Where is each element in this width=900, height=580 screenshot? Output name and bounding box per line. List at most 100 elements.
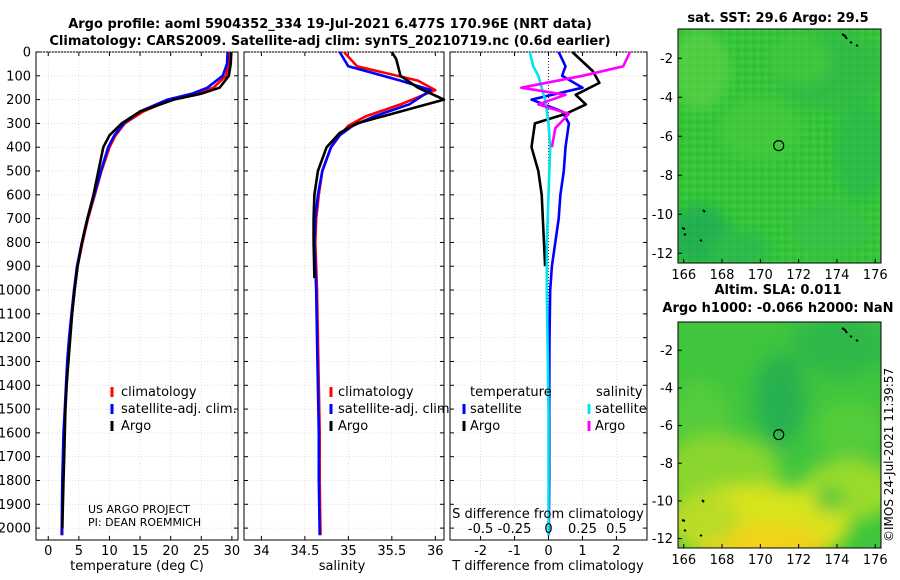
legend-argo-label: Argo xyxy=(121,419,151,434)
legend-temperature-title: temperature xyxy=(470,385,552,400)
t-difference-label: T difference from climatology xyxy=(451,559,644,574)
map-y-tick-label: -6 xyxy=(660,130,673,145)
sst-yticks: -2 -4 -6 -8 -10 -12 xyxy=(652,52,682,262)
series-line-temperature-satellite xyxy=(530,51,584,536)
legend-sal-satellite-label: satellite xyxy=(595,402,647,417)
map-y-tick-label: -10 xyxy=(652,494,673,509)
legend-satellite-label: satellite-adj. clim. xyxy=(338,402,454,417)
map-x-tick-label: 176 xyxy=(863,553,888,568)
altimetry-map-frame xyxy=(677,321,882,549)
legend-temp-argo-label: Argo xyxy=(470,419,500,434)
depth-tick-label: 1100 xyxy=(0,307,31,322)
map-y-tick-label: -10 xyxy=(652,208,673,223)
map-x-tick-label: 174 xyxy=(825,553,850,568)
x-tick-label: 36 xyxy=(427,544,444,559)
s-difference-tick-label: 0 xyxy=(544,522,552,537)
depth-tick-label: 0 xyxy=(23,46,31,61)
temperature-xlabel: temperature (deg C) xyxy=(70,559,204,574)
series-line-salinity-satellite xyxy=(528,51,552,536)
sst-xticks: 166 168 170 172 174 176 xyxy=(671,259,888,283)
x-tick-label: -2 xyxy=(474,544,487,559)
depth-tick-label: 700 xyxy=(6,212,31,227)
altimetry-xticks: 166 168 170 172 174 176 xyxy=(671,544,888,568)
depth-tick-label: 1300 xyxy=(0,355,31,370)
temperature-panel: 0100200300400500600700800900100011001200… xyxy=(0,46,240,575)
legend-climatology-label: climatology xyxy=(338,385,414,400)
altimetry-map-panel: Altim. SLA: 0.011 Argo h1000: -0.066 h20… xyxy=(652,283,894,568)
map-y-tick-label: -6 xyxy=(660,419,673,434)
salinity-axes-frame xyxy=(243,51,445,541)
legend-temp-satellite-label: satellite xyxy=(470,402,522,417)
sst-map-title: sat. SST: 29.6 Argo: 29.5 xyxy=(687,11,868,26)
map-x-tick-label: 172 xyxy=(786,553,811,568)
sst-map-panel: sat. SST: 29.6 Argo: 29.5 -2 -4 -6 -8 -10 -12… xyxy=(652,11,888,283)
difference-legend-salinity: salinity satellite Argo xyxy=(587,385,647,434)
series-line-salinity-argo xyxy=(519,51,632,148)
salinity-legend: climatology satellite-adj. clim. Argo xyxy=(329,385,454,434)
sst-heatmap xyxy=(678,29,881,263)
depth-tick-label: 1500 xyxy=(0,403,31,418)
salinity-xticks: 34 34.5 35 35.5 36 xyxy=(253,52,444,559)
x-tick-label: 1 xyxy=(578,544,586,559)
map-x-tick-label: 176 xyxy=(863,268,888,283)
difference-legend-temperature: temperature satellite Argo xyxy=(462,385,552,434)
s-difference-label: S difference from climatology xyxy=(452,507,644,522)
depth-tick-label: 1000 xyxy=(0,284,31,299)
x-tick-label: 35 xyxy=(340,544,357,559)
map-x-tick-label: 166 xyxy=(671,553,696,568)
temperature-gridlines xyxy=(36,51,238,540)
depth-tick-label: 300 xyxy=(6,117,31,132)
project-name: US ARGO PROJECT xyxy=(88,503,190,516)
altimetry-heatmap xyxy=(678,322,881,548)
depth-tick-label: 1400 xyxy=(0,379,31,394)
altimetry-yticks: -2 -4 -6 -8 -10 -12 xyxy=(652,344,682,547)
depth-tick-label: 1600 xyxy=(0,426,31,441)
sst-map-frame xyxy=(677,28,882,264)
sst-argo-position-marker xyxy=(773,140,785,152)
depth-tick-label: 1800 xyxy=(0,474,31,489)
difference-panel: -2 -1 0 1 2 S difference from climatology -0… xyxy=(449,51,648,574)
map-y-tick-label: -4 xyxy=(660,381,673,396)
x-tick-label: -1 xyxy=(508,544,521,559)
depth-tick-label: 500 xyxy=(6,165,31,180)
depth-tick-label: 1700 xyxy=(0,450,31,465)
depth-tick-label: 2000 xyxy=(0,522,31,537)
x-tick-label: 35.5 xyxy=(377,544,406,559)
depth-tick-label: 800 xyxy=(6,236,31,251)
s-difference-tick-label: 0.25 xyxy=(568,522,597,537)
s-difference-tick-label: -0.25 xyxy=(498,522,532,537)
map-x-tick-label: 172 xyxy=(786,268,811,283)
depth-tick-label: 400 xyxy=(6,141,31,156)
x-tick-label: 2 xyxy=(612,544,620,559)
map-x-tick-label: 168 xyxy=(710,268,735,283)
map-y-tick-label: -2 xyxy=(660,344,673,359)
depth-tick-label: 1900 xyxy=(0,498,31,513)
x-tick-label: 0 xyxy=(544,544,552,559)
project-pi: PI: DEAN ROEMMICH xyxy=(88,516,201,529)
temperature-series xyxy=(60,51,233,536)
x-tick-label: 34.5 xyxy=(290,544,319,559)
legend-satellite-label: satellite-adj. clim. xyxy=(121,402,237,417)
s-difference-tick-label: 0.5 xyxy=(606,522,627,537)
map-y-tick-label: -12 xyxy=(652,532,673,547)
salinity-gridlines xyxy=(244,51,444,540)
difference-series xyxy=(519,51,632,536)
altimetry-argo-position-marker xyxy=(773,429,785,441)
series-line-argo xyxy=(312,51,446,279)
temperature-axes-frame xyxy=(35,51,239,541)
x-tick-label: 15 xyxy=(132,544,149,559)
altimetry-map-subtitle: Argo h1000: -0.066 h2000: NaN xyxy=(662,301,893,316)
x-tick-label: 25 xyxy=(193,544,210,559)
depth-tick-label: 600 xyxy=(6,188,31,203)
map-y-tick-label: -8 xyxy=(660,169,673,184)
difference-xticks: -2 -1 0 1 2 xyxy=(474,52,621,559)
figure-title-line1: Argo profile: aoml 5904352_334 19-Jul-20… xyxy=(68,17,592,32)
temperature-legend: climatology satellite-adj. clim. Argo xyxy=(110,385,237,434)
x-tick-label: 5 xyxy=(75,544,83,559)
x-tick-label: 30 xyxy=(224,544,241,559)
x-tick-label: 20 xyxy=(162,544,179,559)
x-tick-label: 10 xyxy=(101,544,118,559)
temperature-xticks: 0 5 10 15 20 25 30 xyxy=(44,52,240,559)
x-tick-label: 34 xyxy=(253,544,270,559)
